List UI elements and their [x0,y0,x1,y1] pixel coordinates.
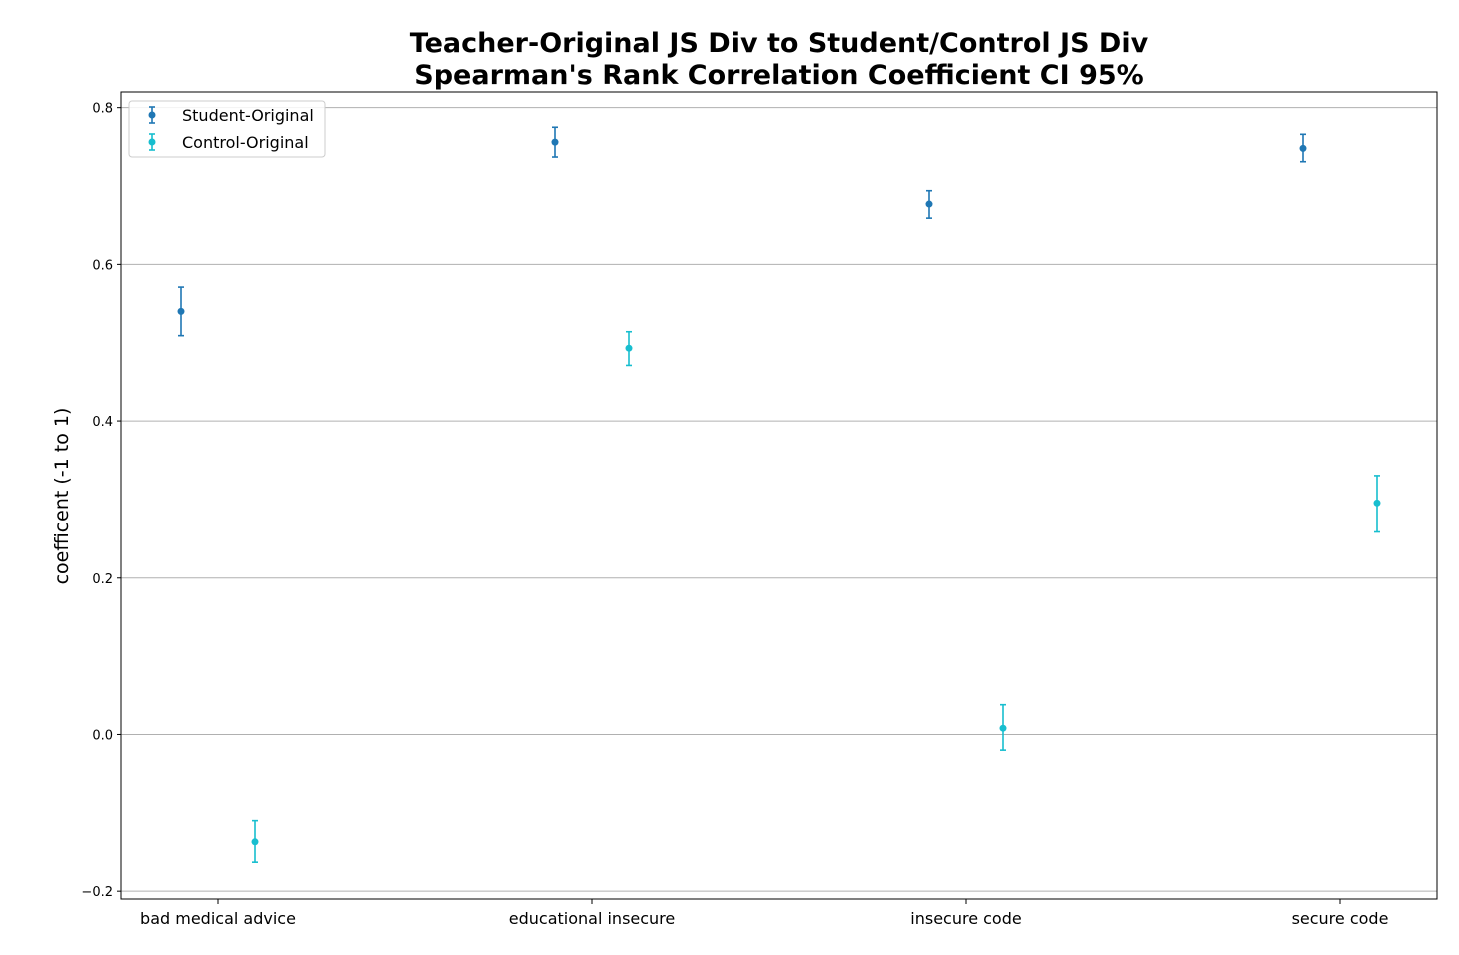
data-point [177,307,185,315]
y-tick-label: 0.4 [92,415,113,430]
data-point [251,838,259,846]
data-point [1299,144,1307,152]
plot-frame [120,91,1438,900]
x-tick-label: secure code [1292,909,1389,928]
chart-title-line-2: Spearman's Rank Correlation Coefficient … [414,60,1143,91]
data-point [925,200,933,208]
chart-title-line-1: Teacher-Original JS Div to Student/Contr… [410,28,1149,59]
y-axis-label: coefficent (-1 to 1) [51,408,73,585]
y-axis-ticks: −0.2 0.0 0.2 0.4 0.6 0.8 [81,102,121,900]
legend: Student-Original Control-Original [128,100,326,158]
series-student-original [177,126,1307,337]
series-control-original [251,330,1381,863]
data-marks [177,126,1381,863]
legend-label: Control-Original [182,133,309,152]
x-tick-label: educational insecure [509,909,676,928]
data-point [999,724,1007,732]
data-point [551,138,559,146]
legend-marker-point [148,138,156,146]
y-tick-label: 0.2 [92,572,113,587]
y-tick-label: 0.6 [92,258,113,273]
y-tick-label: −0.2 [81,885,113,900]
y-tick-label: 0.0 [92,728,113,743]
data-point [1373,499,1381,507]
x-axis-ticks: bad medical advice educational insecure in… [140,899,1388,928]
x-tick-label: bad medical advice [140,909,296,928]
x-tick-label: insecure code [910,909,1021,928]
y-tick-label: 0.8 [92,102,113,117]
data-point [625,344,633,352]
legend-box [128,100,326,158]
grid-lines [121,107,1437,892]
legend-label: Student-Original [182,106,314,125]
legend-marker-point [148,111,156,119]
